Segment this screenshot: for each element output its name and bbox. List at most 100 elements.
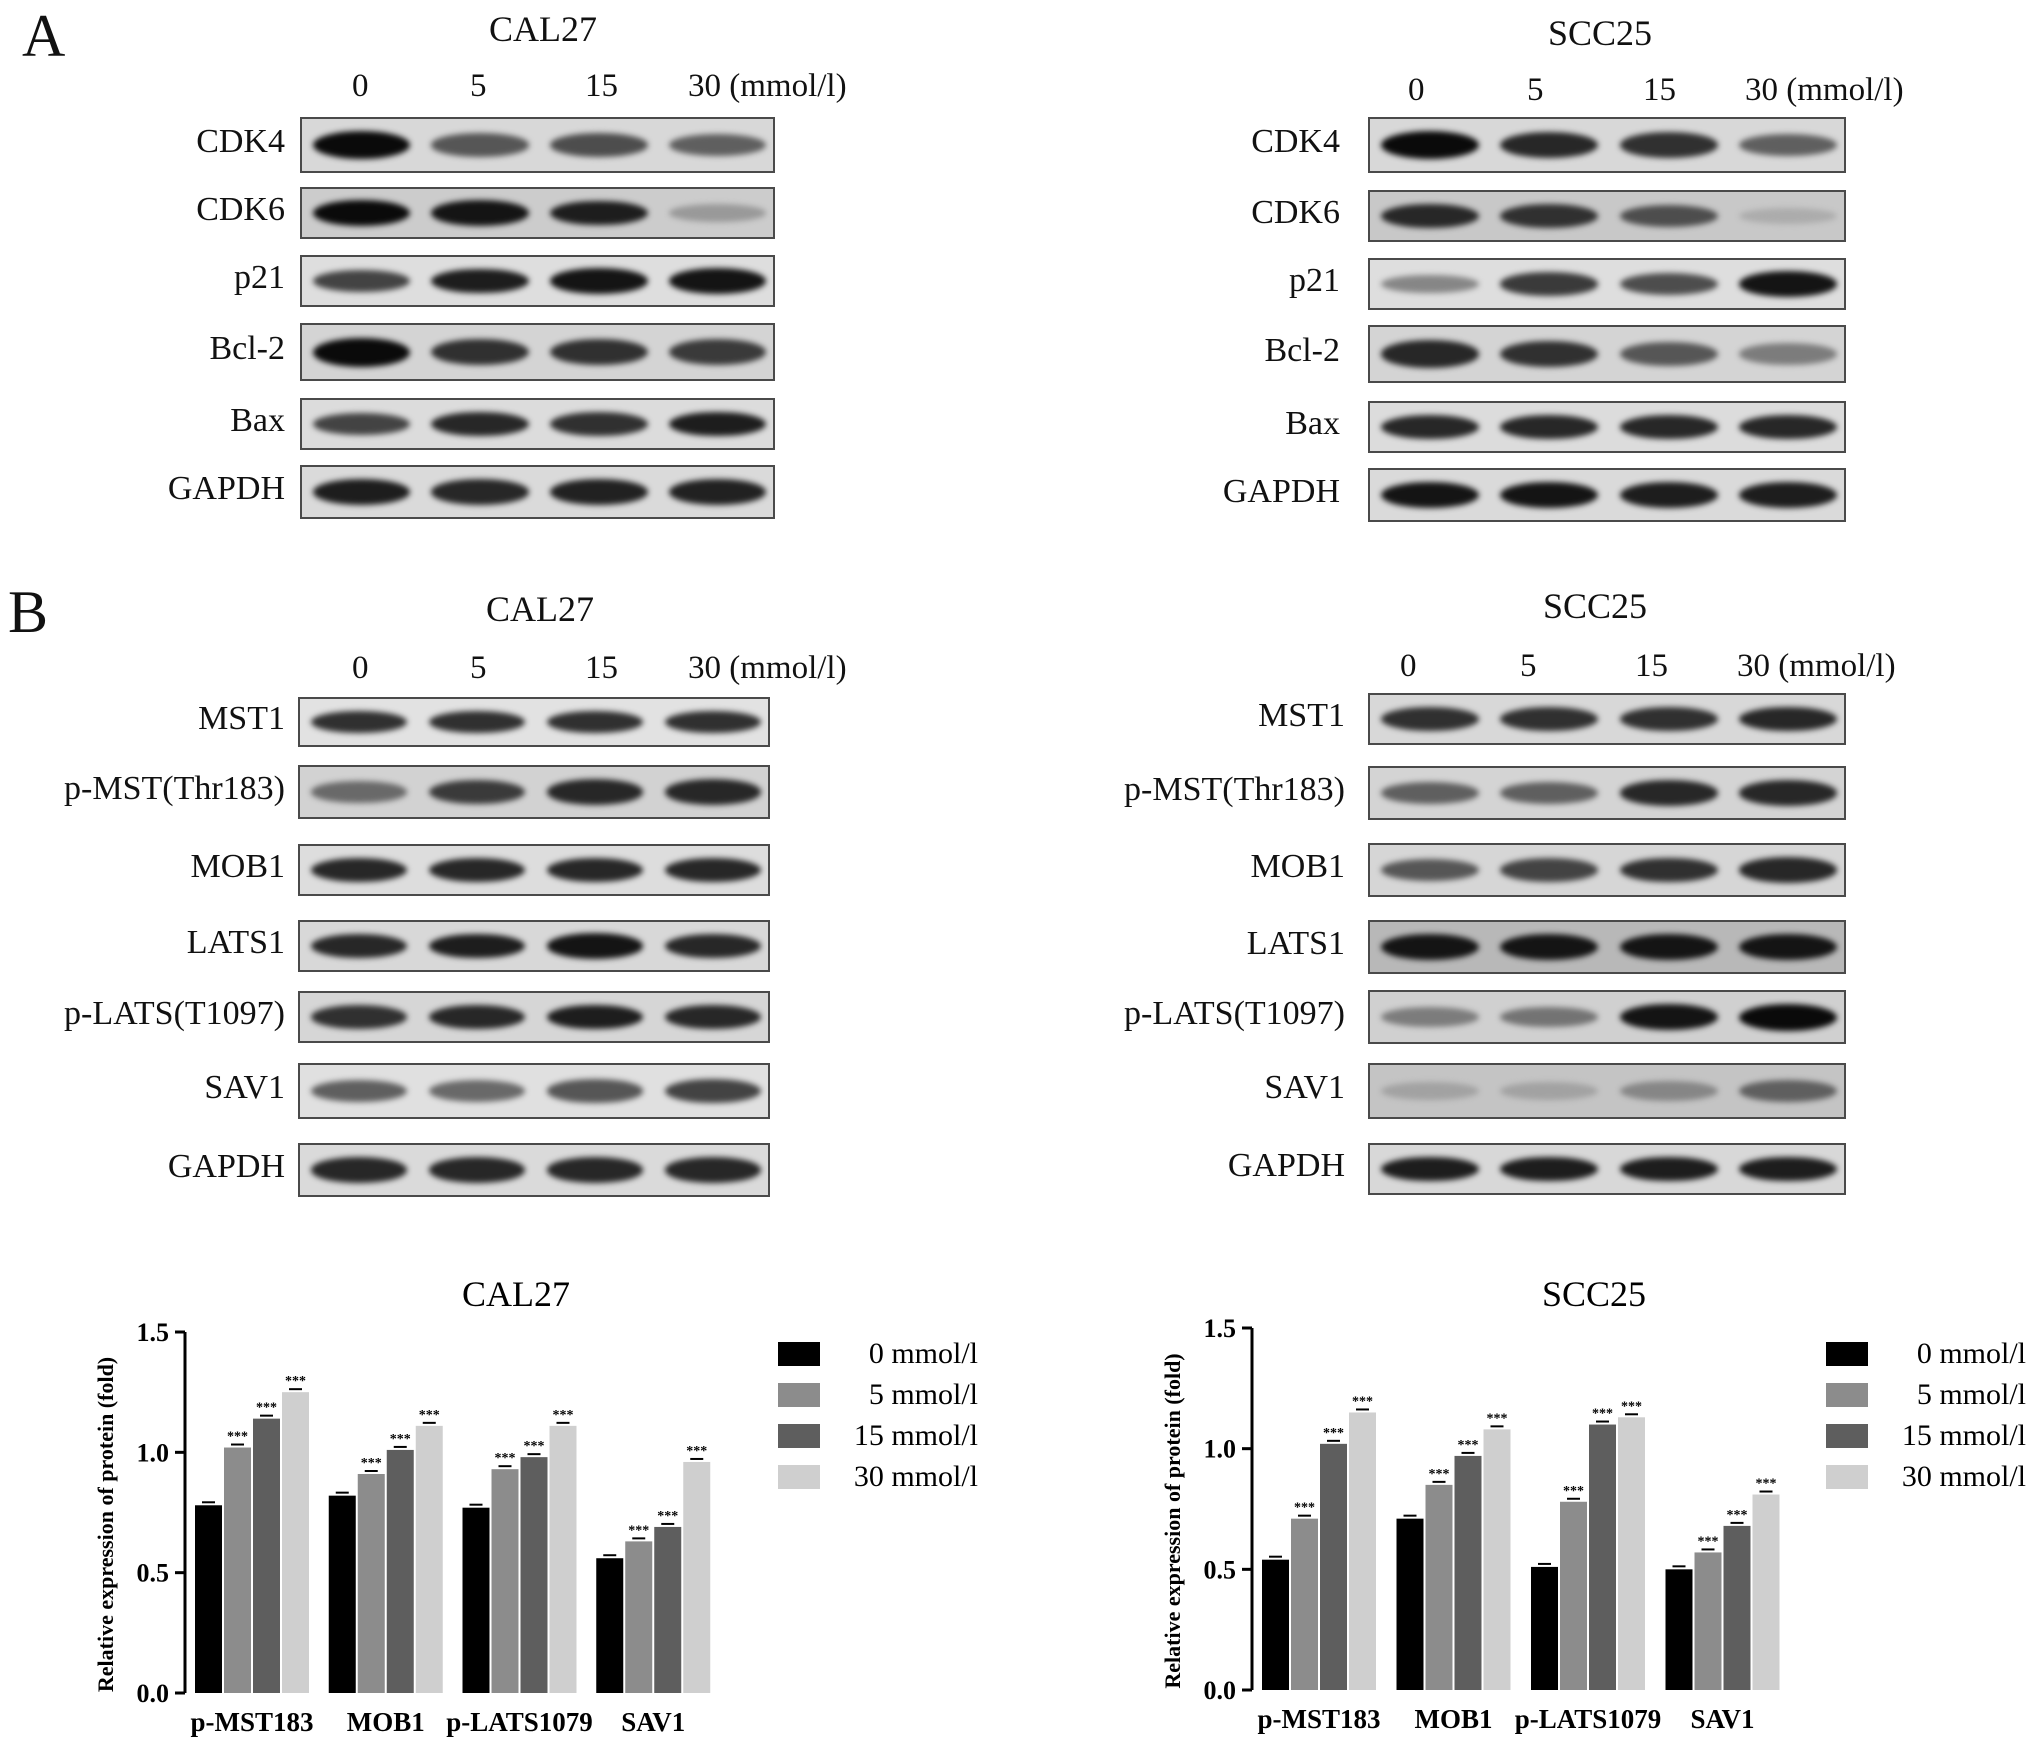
row-label: p-MST(Thr183) (64, 770, 285, 807)
chart-title: CAL27 (462, 1274, 570, 1314)
bar (1262, 1559, 1289, 1690)
legend-label: 5 mmol/l (869, 1378, 978, 1411)
blot-strip (298, 920, 770, 972)
protein-band (1619, 780, 1718, 806)
protein-band (1380, 782, 1479, 804)
blot-strip (300, 117, 775, 173)
protein-band (431, 411, 529, 437)
bar (224, 1447, 251, 1693)
protein-band (1500, 204, 1599, 228)
protein-band (1500, 340, 1599, 368)
bar (1425, 1484, 1453, 1690)
bar (1665, 1569, 1693, 1690)
bar (1531, 1566, 1558, 1690)
protein-band (1619, 1156, 1718, 1182)
protein-band (1500, 1081, 1599, 1101)
lane-label: 30 (mmol/l) (1737, 648, 1896, 684)
lane-label: 15 (585, 68, 618, 104)
protein-band (668, 339, 767, 365)
protein-band (428, 710, 526, 734)
protein-band (1619, 857, 1718, 883)
protein-band (546, 933, 644, 959)
blot-strip (1368, 325, 1846, 383)
bar (1291, 1518, 1318, 1690)
row-label: LATS1 (1246, 925, 1345, 962)
legend-swatch (778, 1383, 820, 1407)
significance-label: *** (524, 1439, 545, 1454)
protein-band (1619, 482, 1718, 508)
bar (654, 1526, 682, 1693)
bar (1454, 1455, 1482, 1690)
protein-band (428, 857, 526, 883)
row-label: GAPDH (1227, 1147, 1345, 1184)
blot-strip (1368, 843, 1846, 897)
bar (1752, 1494, 1780, 1690)
y-tick-label: 0.0 (1204, 1676, 1237, 1705)
row-label: CDK6 (1251, 194, 1340, 231)
significance-label: *** (1458, 1438, 1479, 1453)
bar (195, 1505, 222, 1693)
protein-band (1739, 857, 1838, 883)
bar (683, 1461, 711, 1693)
bar (357, 1473, 385, 1693)
protein-band (310, 710, 408, 734)
protein-band (312, 479, 411, 505)
protein-band (1739, 780, 1838, 806)
row-label: SAV1 (204, 1069, 285, 1106)
protein-band (312, 412, 411, 436)
blot-strip (1368, 766, 1846, 820)
significance-label: *** (1621, 1399, 1642, 1414)
significance-label: *** (1727, 1508, 1748, 1523)
legend-label: 30 mmol/l (1902, 1460, 2026, 1493)
protein-band (1500, 414, 1599, 440)
y-tick-label: 1.0 (137, 1438, 170, 1467)
bar (520, 1457, 548, 1693)
protein-band (1380, 1007, 1479, 1027)
legend-swatch (1826, 1383, 1868, 1407)
protein-band (546, 1004, 644, 1030)
blot-strip (300, 323, 775, 381)
panel-letter-a: A (22, 3, 66, 69)
blot-title: SCC25 (1542, 586, 1648, 626)
row-label: p21 (1289, 262, 1340, 299)
protein-band (546, 857, 644, 883)
protein-band (1380, 274, 1479, 294)
y-tick-label: 1.5 (137, 1318, 170, 1347)
blot-strip (1368, 990, 1846, 1044)
y-tick-label: 1.0 (1204, 1435, 1237, 1464)
x-tick-label: p-LATS1079 (1515, 1704, 1662, 1734)
row-label: SAV1 (1264, 1069, 1345, 1106)
lane-label: 30 (mmol/l) (688, 68, 847, 104)
row-label: Bcl-2 (209, 330, 285, 367)
row-label: p-LATS(T1097) (64, 995, 285, 1032)
protein-band (1500, 1156, 1599, 1182)
blot-strip (298, 765, 770, 819)
significance-label: *** (1563, 1484, 1584, 1499)
blot-strip (298, 1143, 770, 1197)
bar (1320, 1443, 1347, 1690)
protein-band (428, 779, 526, 804)
blot-strip (298, 844, 770, 896)
protein-band (1739, 1156, 1838, 1182)
significance-label: *** (361, 1456, 382, 1471)
x-tick-label: SAV1 (1690, 1704, 1754, 1734)
row-label: GAPDH (1222, 473, 1340, 510)
significance-label: *** (628, 1523, 649, 1538)
bar (1618, 1417, 1645, 1690)
row-label: Bax (1285, 405, 1340, 442)
protein-band (546, 710, 644, 734)
row-label: GAPDH (167, 470, 285, 507)
protein-band (1380, 1081, 1479, 1101)
y-tick-label: 0.5 (1204, 1555, 1237, 1584)
significance-label: *** (256, 1401, 277, 1416)
protein-band (1739, 271, 1838, 297)
protein-band (1619, 933, 1718, 961)
row-label: Bcl-2 (1264, 332, 1340, 369)
x-tick-label: MOB1 (347, 1707, 425, 1737)
panel-letter-b: B (8, 579, 49, 645)
lane-label: 0 (352, 650, 369, 686)
protein-band (1619, 707, 1718, 731)
protein-band (310, 1157, 408, 1183)
protein-band (1619, 1081, 1718, 1101)
row-label: Bax (230, 402, 285, 439)
